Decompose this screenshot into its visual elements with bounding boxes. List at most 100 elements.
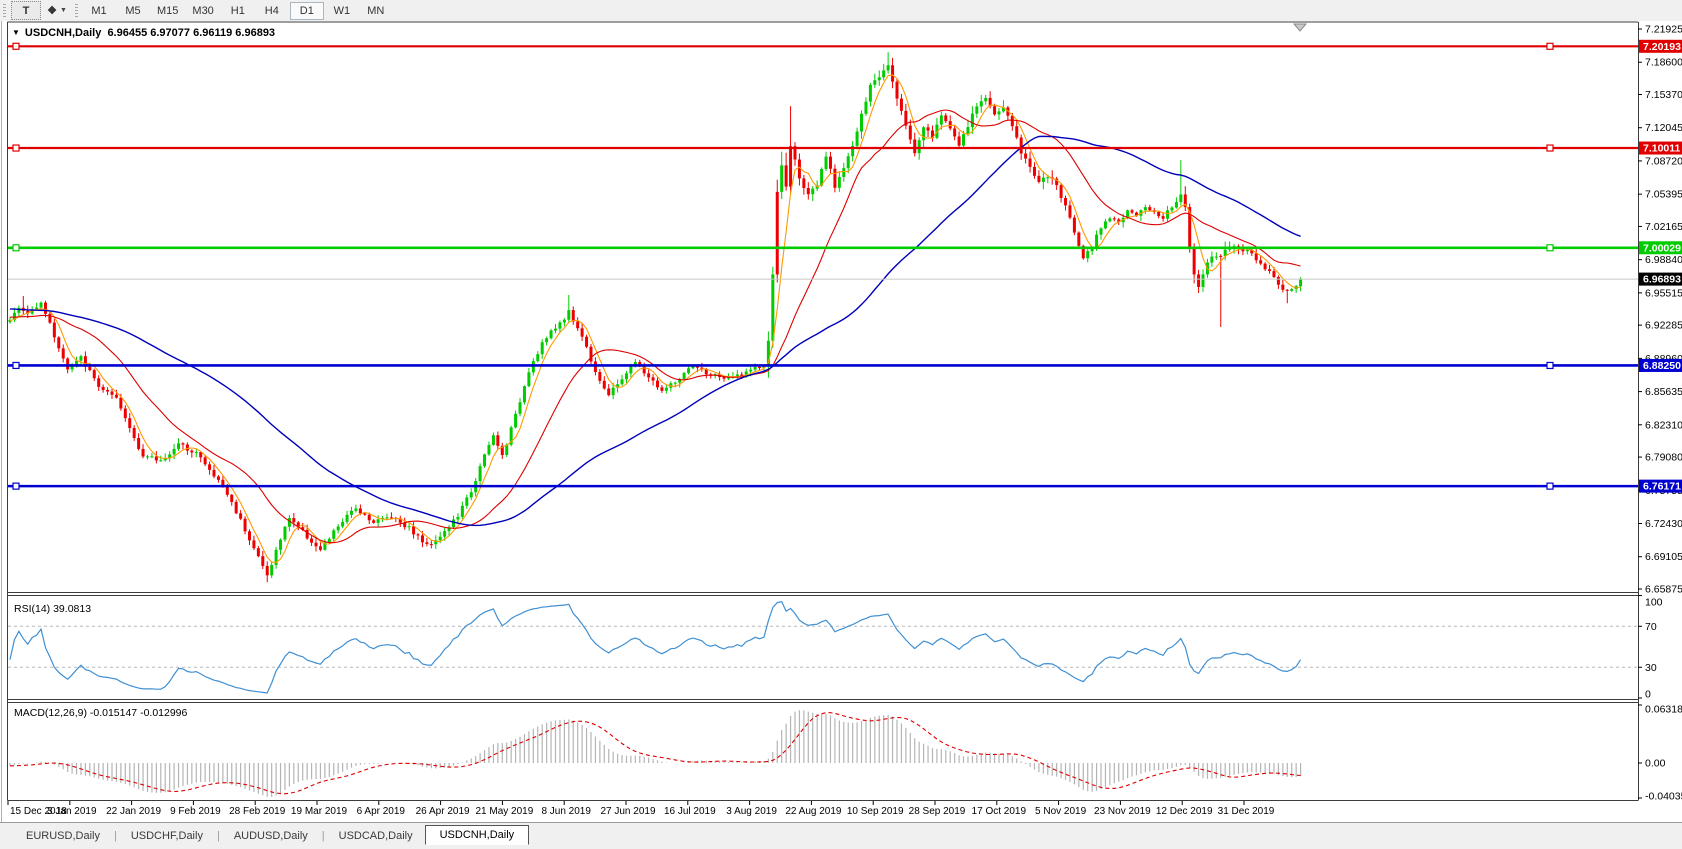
timeframe-m1-button[interactable]: M1 <box>91 4 107 17</box>
timeframe-w1-button[interactable]: W1 <box>333 4 351 17</box>
date-tick-label: 22 Aug 2019 <box>785 806 842 817</box>
hline-handle[interactable] <box>12 144 20 152</box>
timeframe-m15-button[interactable]: M15 <box>157 4 179 17</box>
timeframe-h4-button[interactable]: H4 <box>264 4 279 17</box>
tab-usdchf-daily[interactable]: USDCHF,Daily <box>130 830 203 842</box>
hline-6.88250[interactable] <box>8 361 1638 370</box>
timeframe-d1-button[interactable]: D1 <box>289 1 324 20</box>
hline-price-label: 6.88250 <box>1639 358 1682 372</box>
price-tick-label: 6.65875 <box>1645 584 1682 596</box>
hline-7.10011[interactable] <box>8 144 1638 152</box>
date-tick-label: 15 Dec 2018 <box>10 806 67 817</box>
rsi-level-lines <box>8 625 1638 668</box>
chart-shift-marker[interactable] <box>1292 23 1308 32</box>
hline-handle[interactable] <box>12 42 20 50</box>
date-tick-label: 17 Oct 2019 <box>972 806 1027 817</box>
hline-handle[interactable] <box>1546 361 1554 370</box>
svg-text:6.96893: 6.96893 <box>1643 274 1681 286</box>
rsi-tick-label: 100 <box>1645 597 1663 609</box>
macd-indicator-label: MACD(12,26,9) -0.015147 -0.012996 <box>14 707 188 719</box>
macd-tick-label: 0.063184 <box>1645 704 1682 716</box>
svg-text:6.76171: 6.76171 <box>1643 481 1681 493</box>
hline-handle[interactable] <box>12 361 20 370</box>
hline-handle[interactable] <box>12 244 20 252</box>
date-tick-label: 28 Feb 2019 <box>229 806 286 817</box>
svg-text:7.20193: 7.20193 <box>1643 41 1681 53</box>
date-tick-label: 5 Nov 2019 <box>1035 806 1087 817</box>
date-tick-label: 12 Dec 2019 <box>1156 806 1213 817</box>
price-tick-label: 7.02165 <box>1645 221 1682 233</box>
rsi-tick-label: 0 <box>1645 689 1651 701</box>
rsi-axis[interactable]: 100 70 30 0 <box>1638 595 1663 701</box>
price-tick-label: 7.05395 <box>1645 189 1682 201</box>
date-tick-label: 31 Dec 2019 <box>1218 806 1275 817</box>
ma-slow-line <box>9 135 1301 527</box>
price-tick-label: 6.79080 <box>1645 452 1682 464</box>
price-axis[interactable]: 7.21925 7.18600 7.15370 7.12045 7.08720 7.053… <box>1638 24 1682 596</box>
timeframe-mn-button[interactable]: MN <box>367 4 385 17</box>
toolbar-grip <box>75 3 78 18</box>
tab-eurusd-daily[interactable]: EURUSD,Daily <box>26 830 100 842</box>
hline-price-label: 7.20193 <box>1639 39 1682 53</box>
date-tick-label: 3 Aug 2019 <box>726 806 777 817</box>
svg-text:7.10011: 7.10011 <box>1643 143 1681 155</box>
current-price-label: 6.96893 <box>1639 272 1682 286</box>
hline-handle[interactable] <box>1546 42 1554 50</box>
date-tick-label: 27 Jun 2019 <box>600 806 655 817</box>
hline-price-label: 7.00029 <box>1639 241 1682 255</box>
hline-6.76171[interactable] <box>8 482 1638 490</box>
svg-text:6.88250: 6.88250 <box>1643 360 1681 372</box>
tab-usdcnh-daily[interactable]: USDCNH,Daily <box>424 825 530 845</box>
price-tick-label: 6.92285 <box>1645 320 1682 332</box>
tab-usdcad-daily[interactable]: USDCAD,Daily <box>338 830 413 842</box>
timeframe-h1-button[interactable]: H1 <box>230 4 245 17</box>
hline-price-label: 7.10011 <box>1639 141 1682 155</box>
price-tick-label: 7.15370 <box>1645 89 1682 101</box>
price-tick-label: 6.69105 <box>1645 551 1682 563</box>
date-tick-label: 8 Jun 2019 <box>541 806 591 817</box>
date-tick-label: 9 Feb 2019 <box>170 806 221 817</box>
hline-handle[interactable] <box>12 482 20 490</box>
price-tick-label: 6.95515 <box>1645 287 1682 299</box>
macd-tick-label: 0.00 <box>1645 758 1666 770</box>
price-tick-label: 7.18600 <box>1645 57 1682 69</box>
text-tool-button[interactable]: T <box>11 1 41 20</box>
svg-text:7.00029: 7.00029 <box>1643 242 1681 254</box>
date-tick-label: 19 Mar 2019 <box>291 806 348 817</box>
price-tick-label: 6.72430 <box>1645 518 1682 530</box>
hline-handle[interactable] <box>1546 482 1554 490</box>
chart-canvas: 7.21925 7.18600 7.15370 7.12045 7.08720 7.053… <box>0 21 1682 823</box>
hline-handle[interactable] <box>1546 144 1554 152</box>
chart-tab-bar: EURUSD,Daily | USDCHF,Daily | AUDUSD,Daily | U… <box>0 822 1682 849</box>
date-tick-label: 21 May 2019 <box>475 806 533 817</box>
date-tick-label: 16 Jul 2019 <box>664 806 716 817</box>
horizontal-lines <box>8 42 1638 490</box>
ma-fast-line <box>9 74 1301 563</box>
macd-signal-line <box>10 712 1301 795</box>
dropdown-caret-icon[interactable]: ▼ <box>59 7 67 14</box>
price-tick-label: 6.98840 <box>1645 254 1682 266</box>
price-tick-label: 7.08720 <box>1645 155 1682 167</box>
macd-axis[interactable]: 0.063184 0.00 -0.040355 <box>1638 704 1682 803</box>
price-tick-label: 6.82310 <box>1645 419 1682 431</box>
rsi-indicator-label: RSI(14) 39.0813 <box>14 603 92 615</box>
tab-audusd-daily[interactable]: AUDUSD,Daily <box>233 830 308 842</box>
date-tick-label: 22 Jan 2019 <box>106 806 161 817</box>
toolbar: T ❖ ▼ M1 M5 M15 M30 H1 H4 D1 W1 MN <box>0 0 1682 22</box>
hline-7.00029[interactable] <box>8 244 1638 252</box>
hline-7.20193[interactable] <box>8 42 1638 50</box>
timeframe-m30-button[interactable]: M30 <box>192 4 214 17</box>
date-tick-label: 10 Sep 2019 <box>847 806 904 817</box>
macd-histogram <box>9 710 1302 797</box>
macd-tick-label: -0.040355 <box>1645 791 1682 803</box>
candlestick-series <box>8 52 1303 583</box>
hline-price-label: 6.76171 <box>1639 479 1682 493</box>
price-tick-label: 7.21925 <box>1645 24 1682 36</box>
hline-handle[interactable] <box>1546 244 1554 252</box>
chart-dropdown-icon[interactable]: ▼ <box>12 28 20 37</box>
cycle-lines-tool-button[interactable]: ❖ ▼ <box>47 5 67 17</box>
chart-window: 7.21925 7.18600 7.15370 7.12045 7.08720 7.053… <box>0 21 1682 823</box>
timeframe-m5-button[interactable]: M5 <box>125 4 141 17</box>
